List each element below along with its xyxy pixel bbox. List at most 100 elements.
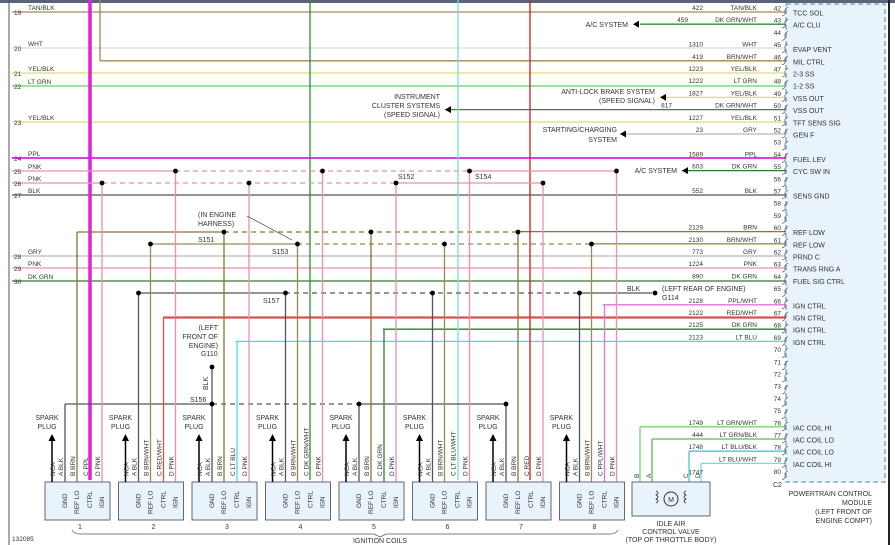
coil-terminal-label: CTRL bbox=[455, 491, 462, 508]
pin-connector-icon bbox=[781, 262, 789, 273]
coil-terminal-label: CTRL bbox=[161, 491, 168, 508]
pin-connector-icon bbox=[781, 397, 789, 407]
spark-plug-label: SPARK bbox=[476, 415, 500, 422]
coil-pin-label: C RED bbox=[524, 455, 531, 476]
coil-pin-label: B BRN/WHT bbox=[144, 440, 151, 477]
left-wire-color: YEL/BLK bbox=[28, 115, 55, 122]
spark-plug-label: SPARK bbox=[182, 415, 206, 422]
ignition-coil-2 bbox=[118, 481, 184, 521]
pin-function: IAC COIL HI bbox=[793, 425, 832, 432]
circuit-number: 1222 bbox=[689, 78, 704, 85]
pin-number: 77 bbox=[774, 433, 782, 440]
coil-pin-label: NCA bbox=[50, 462, 57, 476]
splice-dot bbox=[430, 290, 435, 296]
spark-plug-label: SPARK bbox=[403, 415, 427, 422]
leader-line bbox=[246, 215, 293, 241]
splice-dot bbox=[136, 290, 141, 296]
left-wire-color: DK GRN bbox=[28, 274, 54, 281]
splice-dot bbox=[173, 168, 178, 174]
spark-plug-label: SPARK bbox=[256, 415, 280, 422]
splice-dot bbox=[283, 290, 288, 296]
coil-pin-label: NCA bbox=[565, 462, 572, 476]
pcm-label-line: (LEFT FRONT OF bbox=[815, 509, 872, 516]
left-wire-color: BLK bbox=[28, 188, 41, 195]
spark-plug-label: PLUG bbox=[552, 424, 571, 431]
ignition-coil-5 bbox=[338, 481, 405, 521]
circuit-number: 1589 bbox=[689, 151, 704, 158]
wire-color-label: BLK bbox=[627, 286, 641, 293]
pin-number: 48 bbox=[774, 79, 782, 86]
circuit-number: 2122 bbox=[689, 310, 704, 317]
pin-number: 64 bbox=[774, 274, 782, 281]
pin-function: 1-2 SS bbox=[793, 84, 815, 91]
left-wire-number: 21 bbox=[14, 71, 22, 78]
coil-terminal-label: REF LO bbox=[589, 491, 596, 514]
coil-terminal-label: CTRL bbox=[528, 491, 535, 508]
coil-pin-label: D PNK bbox=[463, 455, 470, 476]
pin-connector-icon bbox=[781, 287, 789, 297]
splice-dot bbox=[540, 180, 546, 186]
left-wire-number: 30 bbox=[14, 279, 22, 286]
coil-terminal-label: REF LO bbox=[74, 491, 81, 514]
pin-function: IAC COIL LO bbox=[793, 450, 835, 457]
splice-dot bbox=[614, 168, 619, 174]
left-wire-color: TAN/BLK bbox=[28, 5, 55, 12]
coil-terminal-label: IGN bbox=[467, 496, 474, 508]
motor-label: M bbox=[668, 497, 674, 504]
coil-number: 4 bbox=[299, 524, 303, 531]
dest-instrument-cluster: (SPEED SIGNAL) bbox=[384, 112, 440, 119]
pin-wire-color: BLK bbox=[745, 188, 758, 195]
coil-terminal-label: GND bbox=[62, 493, 69, 508]
pin-connector-icon bbox=[781, 116, 789, 127]
pin-function: IGN CTRL bbox=[793, 328, 826, 335]
coil-terminal-label: IGN bbox=[246, 496, 253, 508]
pin-connector-icon bbox=[781, 348, 789, 358]
circuit-number: 890 bbox=[692, 273, 703, 280]
location-note: ENGINE) bbox=[189, 343, 218, 350]
pin-connector-icon bbox=[781, 153, 789, 163]
circuit-number: 1310 bbox=[689, 42, 704, 49]
pin-wire-color: LT GRN/WHT bbox=[717, 420, 757, 427]
pin-number: 49 bbox=[774, 91, 782, 98]
pin-wire-color: DK GRN bbox=[732, 322, 758, 329]
circuit-number: 444 bbox=[692, 432, 703, 439]
coil-pin-label: B BRN/WHT bbox=[438, 440, 445, 477]
spark-plug-label: SPARK bbox=[329, 415, 353, 422]
spark-plug-label: SPARK bbox=[35, 415, 59, 422]
left-wire-color: PPL bbox=[28, 151, 41, 158]
pin-wire-color: DK GRN bbox=[732, 273, 758, 280]
coil-pin-label: D PNK bbox=[536, 455, 543, 476]
coil-number: 1 bbox=[78, 524, 82, 531]
coil-pin-label: NCA bbox=[271, 462, 278, 476]
pin-connector-icon bbox=[781, 238, 789, 249]
pin-function: IAC COIL HI bbox=[793, 462, 832, 469]
pin-function: FUEL SIG CTRL bbox=[793, 279, 845, 286]
pin-number: 46 bbox=[774, 54, 782, 61]
coil-terminal-label: IGN bbox=[320, 496, 327, 508]
pin-number: 50 bbox=[774, 103, 782, 110]
left-wire-number: 29 bbox=[14, 266, 22, 273]
coil-terminal-label: GND bbox=[283, 493, 290, 508]
splice-dot bbox=[148, 241, 153, 247]
pin-wire-color: YEL/BLK bbox=[731, 90, 758, 97]
ignition-coil-1 bbox=[44, 481, 111, 521]
pin-connector-icon bbox=[781, 311, 789, 322]
arrow-up-icon bbox=[122, 434, 129, 441]
circuit-number: 23 bbox=[696, 127, 704, 134]
coil-pin-label: C DK GRN bbox=[377, 444, 384, 476]
coil-pin-label: A BLK bbox=[58, 457, 65, 476]
pin-function: 2-3 SS bbox=[793, 72, 815, 79]
splice-dot bbox=[589, 241, 594, 247]
coil-terminal-label: GND bbox=[209, 493, 216, 508]
coil-terminal-label: GND bbox=[503, 493, 510, 508]
dest-ac-system: A/C SYSTEM bbox=[635, 168, 678, 175]
pin-wire-color: LT BLU bbox=[736, 334, 758, 341]
arrow-up-icon bbox=[48, 434, 56, 441]
coil-number: 8 bbox=[593, 524, 597, 531]
spark-plug-label: SPARK bbox=[550, 415, 574, 422]
left-wire-color: LT GRN bbox=[28, 79, 52, 86]
coil-number: 7 bbox=[519, 524, 523, 531]
coil-terminal-label: REF LO bbox=[442, 491, 449, 514]
pin-number: 74 bbox=[774, 396, 782, 403]
pin-connector-icon bbox=[781, 214, 789, 224]
